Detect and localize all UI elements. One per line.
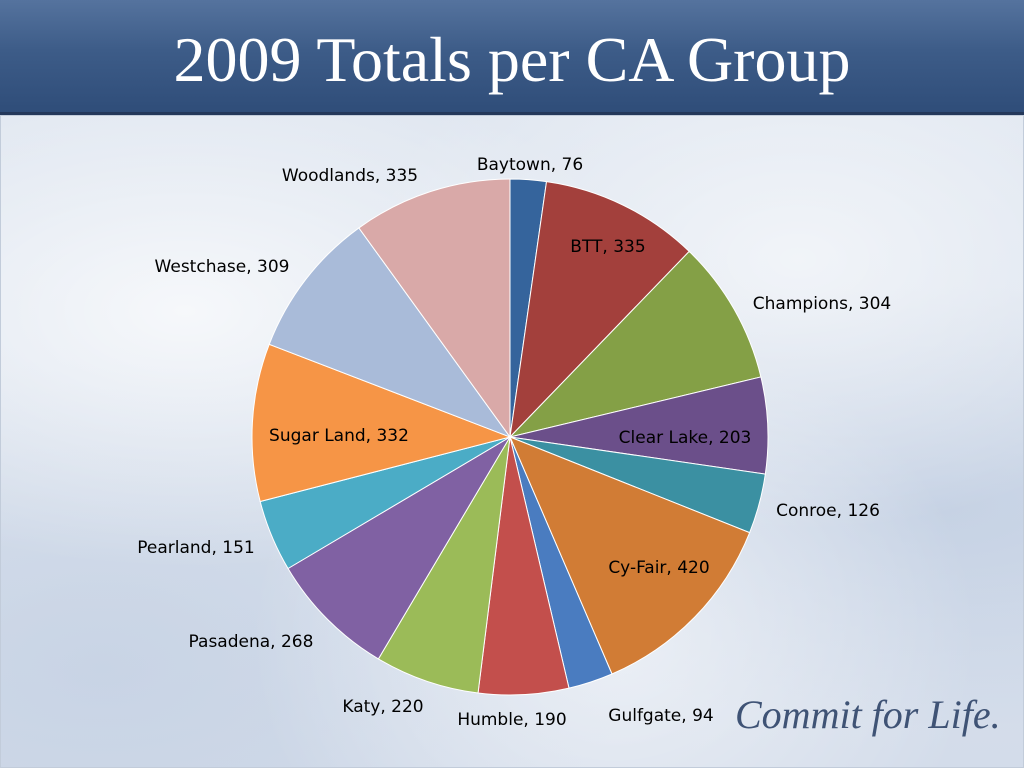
- slice-label-clear-lake: Clear Lake, 203: [619, 428, 752, 448]
- slice-label-humble: Humble, 190: [457, 710, 566, 730]
- slice-label-btt: BTT, 335: [570, 237, 645, 257]
- slice-label-conroe: Conroe, 126: [776, 501, 880, 521]
- pie-slice-woodlands: [358, 178, 511, 439]
- pie-slices: [251, 178, 769, 696]
- slide-title: 2009 Totals per CA Group: [173, 24, 851, 95]
- brand-logo: Commit for Life.: [735, 692, 1001, 737]
- slice-label-katy: Katy, 220: [342, 697, 423, 717]
- title-bar: 2009 Totals per CA Group: [0, 0, 1024, 115]
- slice-label-cy-fair: Cy-Fair, 420: [608, 558, 709, 578]
- pie-slice-westchase: [268, 227, 512, 439]
- pie-labels: Baytown, 76 BTT, 335 Champions, 304 Clear L…: [137, 155, 891, 730]
- pie-slice-champions: [508, 250, 762, 438]
- slice-label-gulfgate: Gulfgate, 94: [608, 706, 713, 726]
- slice-label-pasadena: Pasadena, 268: [189, 632, 314, 652]
- brand-logo-text: Commit for Life.: [735, 692, 1001, 737]
- slice-label-champions: Champions, 304: [753, 294, 891, 314]
- slice-label-pearland: Pearland, 151: [137, 538, 254, 558]
- slice-label-westchase: Westchase, 309: [155, 257, 290, 277]
- pie-slice-cy-fair: [509, 436, 751, 675]
- slice-label-baytown: Baytown, 76: [477, 155, 583, 175]
- slice-label-sugar-land: Sugar Land, 332: [269, 426, 409, 446]
- slice-label-woodlands: Woodlands, 335: [282, 166, 418, 186]
- pie-slice-sugar-land: [251, 343, 512, 503]
- pie-slice-btt: [509, 181, 690, 439]
- pie-slice-pasadena: [287, 436, 511, 660]
